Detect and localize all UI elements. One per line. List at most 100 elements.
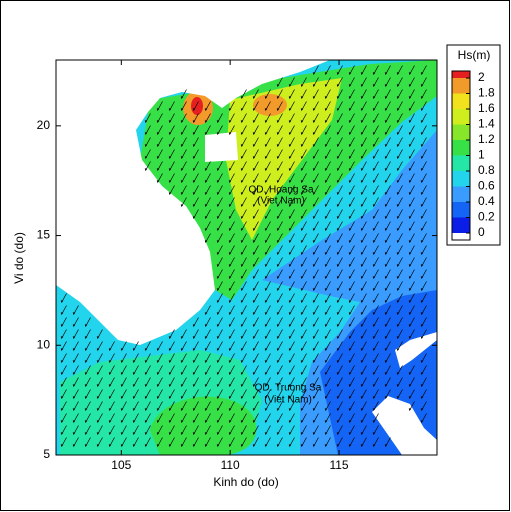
arrow [252, 365, 259, 375]
colorbar-tick-label: 0.6 [478, 179, 495, 193]
arrow [420, 209, 427, 219]
arrow [132, 341, 139, 351]
arrow [408, 125, 415, 135]
arrow [96, 413, 103, 423]
arrow [324, 149, 331, 159]
arrow [348, 113, 355, 123]
arrow [72, 317, 79, 327]
arrow [228, 329, 235, 339]
arrow [168, 137, 175, 147]
arrow [84, 329, 91, 339]
arrow [384, 305, 391, 315]
arrow [216, 425, 223, 435]
arrow [396, 209, 403, 219]
arrow [288, 233, 295, 243]
arrow [288, 77, 295, 87]
arrow [336, 257, 343, 267]
arrow [312, 437, 319, 447]
arrow [60, 401, 67, 411]
arrow [372, 101, 379, 111]
arrow [396, 317, 403, 327]
arrow [252, 245, 259, 255]
arrow [288, 425, 295, 435]
arrow [348, 233, 355, 243]
arrow [252, 329, 259, 339]
wave-region [150, 396, 257, 455]
arrow [240, 221, 247, 231]
arrow [216, 353, 223, 363]
arrow [384, 437, 391, 447]
arrow [312, 197, 319, 207]
arrow [120, 365, 127, 375]
arrow [132, 377, 139, 387]
arrow [216, 437, 223, 447]
arrow [180, 377, 187, 387]
arrow [156, 353, 163, 363]
arrow [420, 221, 427, 231]
arrow [288, 89, 295, 99]
arrow [312, 77, 319, 87]
arrow [276, 77, 283, 87]
colorbar-tick-label: 0.8 [478, 163, 495, 177]
arrow [192, 353, 199, 363]
arrow [216, 293, 223, 303]
arrow [60, 293, 67, 303]
arrow [336, 209, 343, 219]
arrow [60, 317, 67, 327]
arrow [288, 221, 295, 231]
arrow [396, 305, 403, 315]
arrow [300, 341, 307, 351]
arrow [264, 185, 271, 195]
arrow [192, 377, 199, 387]
arrow [156, 113, 163, 123]
arrow [108, 341, 115, 351]
arrow [96, 401, 103, 411]
arrow [252, 269, 259, 279]
arrow [420, 173, 427, 183]
arrow [420, 65, 427, 75]
arrow [384, 101, 391, 111]
arrow [360, 101, 367, 111]
arrow [312, 293, 319, 303]
arrow [312, 329, 319, 339]
arrow [144, 389, 151, 399]
arrow [300, 425, 307, 435]
arrow [408, 161, 415, 171]
arrow [372, 77, 379, 87]
arrow [288, 197, 295, 207]
y-tick-label: 10 [37, 337, 51, 351]
arrow [312, 257, 319, 267]
arrow [348, 209, 355, 219]
arrow [372, 293, 379, 303]
arrow [360, 65, 367, 75]
arrow [336, 185, 343, 195]
colorbar-band [452, 202, 470, 218]
arrow [408, 77, 415, 87]
arrow [300, 377, 307, 387]
arrow [360, 377, 367, 387]
arrow [264, 269, 271, 279]
arrow [300, 77, 307, 87]
arrow [204, 197, 211, 207]
arrow [144, 413, 151, 423]
arrow [204, 353, 211, 363]
arrow [300, 173, 307, 183]
arrow [360, 413, 367, 423]
arrow [336, 377, 343, 387]
arrow [228, 305, 235, 315]
arrow [348, 137, 355, 147]
arrow [264, 365, 271, 375]
arrow [276, 257, 283, 267]
arrow [336, 197, 343, 207]
arrow [408, 185, 415, 195]
arrow [372, 425, 379, 435]
arrow [132, 413, 139, 423]
arrow [252, 305, 259, 315]
arrow [132, 353, 139, 363]
arrow [384, 293, 391, 303]
arrow [120, 353, 127, 363]
arrow [180, 341, 187, 351]
arrow [180, 137, 187, 147]
arrow [396, 293, 403, 303]
arrow [216, 329, 223, 339]
